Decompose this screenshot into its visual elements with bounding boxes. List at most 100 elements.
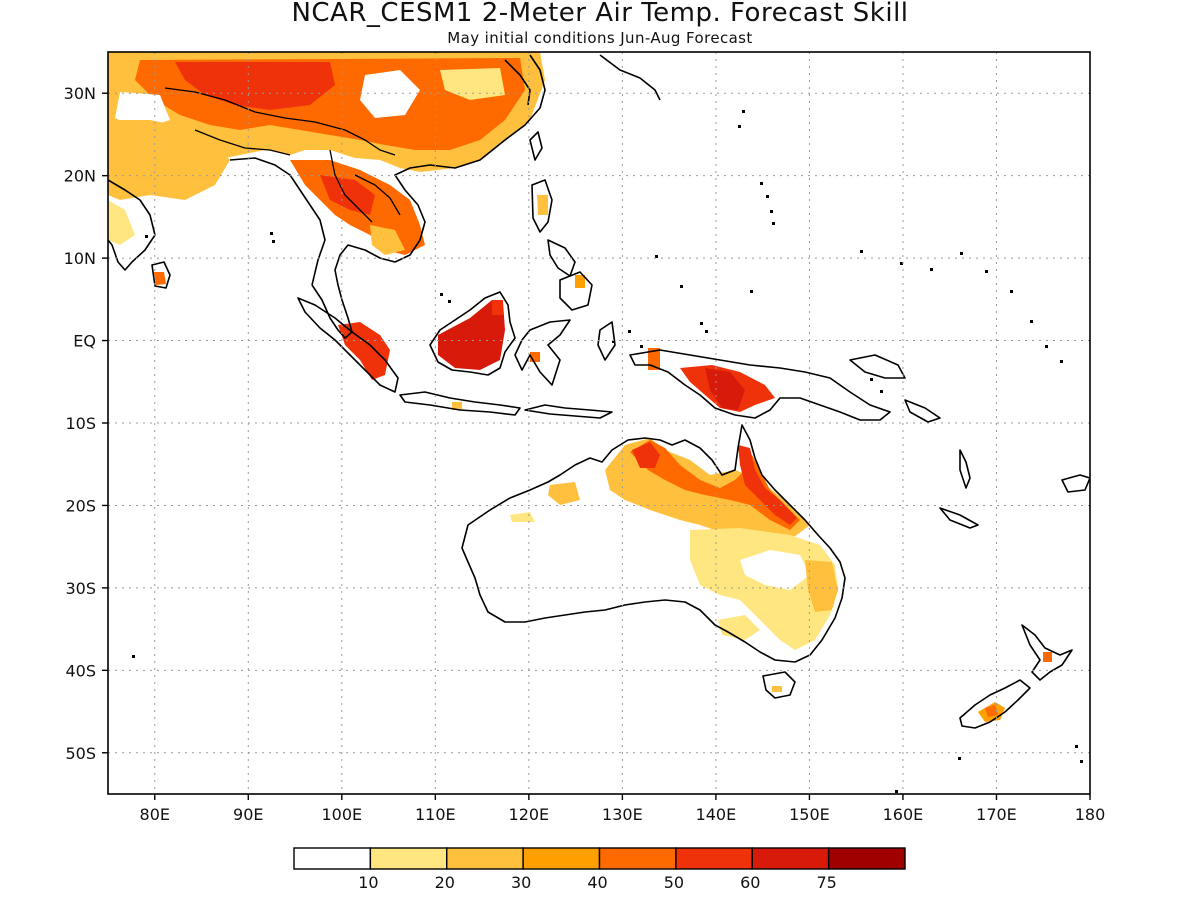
island-dot-0	[270, 232, 273, 235]
coastline-srilanka	[151, 261, 171, 289]
lat-tick-label-2: 10N	[64, 249, 96, 268]
lon-tick-label-8: 160E	[883, 805, 924, 824]
legend-label-1: 20	[435, 873, 455, 892]
legend-label-5: 60	[740, 873, 760, 892]
coastline-korea	[504, 59, 531, 106]
skill-region-nz-north	[1043, 652, 1052, 662]
map-axes: 80E 90E 100E 110E 120E 130E 140E 150E 160E 170E 18…	[64, 84, 1106, 824]
lon-tick-label-0: 80E	[140, 805, 170, 824]
island-dot-32	[132, 655, 135, 658]
skill-region-india	[108, 120, 230, 200]
lat-tick-label-1: 20N	[64, 167, 96, 186]
lon-tick-label-10: 180	[1075, 805, 1106, 824]
legend-label-6: 75	[816, 873, 836, 892]
lon-tick-label-2: 100E	[321, 805, 362, 824]
coastline-taiwan	[529, 131, 543, 161]
island-dot-27	[870, 378, 873, 381]
coastline-borneo	[429, 291, 516, 376]
lon-tick-label-5: 130E	[602, 805, 643, 824]
legend-swatch-5	[675, 847, 753, 870]
island-dot-3	[448, 300, 451, 303]
coastline-newguinea	[629, 349, 891, 421]
island-dot-10	[766, 195, 769, 198]
legend-swatch-6	[751, 847, 830, 870]
legend-swatch-1	[369, 847, 448, 870]
legend-swatch-7	[827, 847, 906, 870]
legend-label-4: 50	[664, 873, 684, 892]
skill-region-w-australia	[510, 512, 535, 522]
map-title: NCAR_CESM1 2-Meter Air Temp. Forecast Sk…	[291, 0, 909, 28]
map-subtitle: May initial conditions Jun-Aug Forecast	[447, 29, 753, 47]
coastline-sumatra	[297, 297, 399, 393]
legend-label-3: 40	[587, 873, 607, 892]
skill-shading	[108, 52, 1052, 722]
island-dot-12	[772, 222, 775, 225]
border-india	[194, 129, 291, 156]
island-dot-34	[895, 790, 898, 793]
coastline-java	[399, 391, 521, 416]
island-dot-9	[760, 182, 763, 185]
skill-region-capeyork	[738, 445, 797, 525]
island-dot-17	[750, 290, 753, 293]
coastlines	[108, 54, 1090, 729]
skill-region-borneo-edge	[492, 300, 503, 315]
island-dot-29	[1075, 745, 1078, 748]
island-dot-25	[1045, 345, 1048, 348]
skill-region-e-australia	[805, 560, 838, 612]
island-dot-22	[985, 270, 988, 273]
skill-region-luzon	[537, 195, 548, 215]
island-dot-1	[272, 240, 275, 243]
lat-tick-label-3: EQ	[73, 332, 96, 351]
lon-tick-label-9: 170E	[976, 805, 1017, 824]
legend-swatch-2	[446, 847, 524, 870]
skill-region-sumatra	[338, 322, 390, 380]
island-dot-15	[655, 255, 658, 258]
skill-region-halmahera	[648, 348, 660, 370]
island-dot-16	[680, 285, 683, 288]
lon-tick-label-4: 120E	[509, 805, 550, 824]
lon-tick-label-3: 110E	[415, 805, 456, 824]
coastline-japan	[599, 54, 661, 101]
lat-tick-label-0: 30N	[64, 84, 96, 103]
skill-gap-central	[740, 550, 810, 590]
legend-swatch-4	[598, 847, 677, 870]
island-dot-28	[880, 390, 883, 393]
lat-tick-label-6: 30S	[65, 579, 96, 598]
skill-region-india-south	[108, 200, 135, 245]
island-dot-21	[960, 252, 963, 255]
lat-tick-label-4: 10S	[65, 414, 96, 433]
coastline-solomons	[904, 399, 941, 423]
skill-region-topend	[630, 440, 800, 530]
skill-region-kimberley	[548, 482, 580, 505]
coastline-sulawesi	[514, 319, 571, 386]
island-dot-18	[860, 250, 863, 253]
lon-tick-label-1: 90E	[233, 805, 263, 824]
color-legend: 10 20 30 40 50 60 75	[293, 847, 906, 892]
border-china	[164, 87, 396, 156]
coastline-fiji	[1061, 474, 1090, 493]
coastline-mindanao	[559, 271, 593, 311]
island-dot-23	[1010, 290, 1013, 293]
skill-region-indochina-hot	[320, 175, 375, 215]
skill-region-nz-south-hot	[985, 705, 998, 717]
coastline-nz-north	[1021, 624, 1073, 681]
coastline-tasmania	[762, 671, 796, 699]
island-dot-4	[612, 340, 615, 343]
island-dot-8	[705, 330, 708, 333]
coastline-moluccas	[597, 321, 616, 361]
island-dot-14	[738, 125, 741, 128]
island-dot-33	[145, 235, 148, 238]
island-dots	[132, 110, 1083, 793]
lon-tick-label-6: 140E	[696, 805, 737, 824]
coastline-luzon	[531, 179, 553, 233]
skill-gap-tibet	[360, 70, 420, 118]
island-dot-24	[1030, 320, 1033, 323]
island-dot-7	[700, 322, 703, 325]
border-indochina	[329, 149, 401, 223]
skill-region-srilanka	[154, 272, 166, 285]
coastline-newcaledonia	[939, 507, 979, 529]
coastline-vanuatu	[959, 449, 971, 489]
skill-region-borneo	[438, 300, 505, 370]
graticule	[108, 52, 1090, 794]
